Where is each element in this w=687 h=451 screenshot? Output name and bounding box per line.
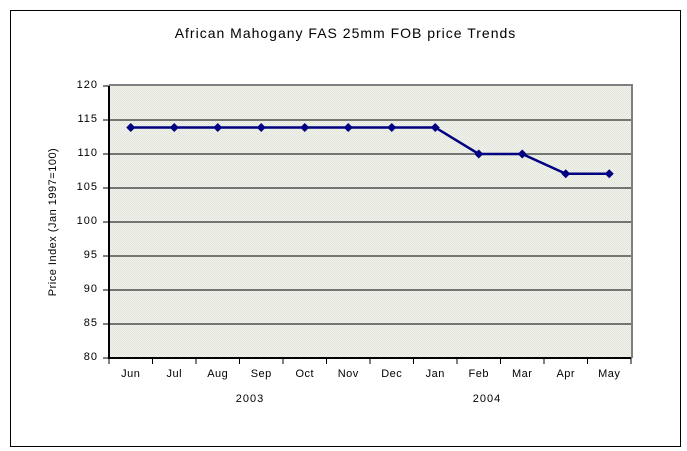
y-tick-label: 100 bbox=[76, 215, 98, 227]
x-tick-label: Mar bbox=[512, 368, 533, 380]
price-index-line bbox=[130, 126, 610, 175]
y-tick-label: 95 bbox=[83, 249, 98, 261]
data-point-marker bbox=[517, 149, 527, 159]
x-tick-label: Jun bbox=[121, 368, 141, 380]
y-tick-label: 90 bbox=[83, 283, 98, 295]
data-point-marker bbox=[343, 122, 353, 132]
x-tick-label: Jul bbox=[166, 368, 183, 380]
plot-area bbox=[109, 84, 633, 358]
x-tick-label: Nov bbox=[337, 368, 359, 380]
chart-title: African Mahogany FAS 25mm FOB price Tren… bbox=[174, 25, 517, 41]
y-tick-label: 85 bbox=[83, 317, 98, 329]
x-tick-label: May bbox=[598, 368, 621, 380]
year-label: 2004 bbox=[472, 393, 502, 405]
x-tick-label: Apr bbox=[556, 368, 576, 380]
data-point-marker bbox=[561, 169, 571, 179]
data-point-marker bbox=[387, 122, 397, 132]
year-label: 2003 bbox=[235, 393, 265, 405]
data-point-marker bbox=[169, 122, 179, 132]
y-tick-label: 115 bbox=[77, 113, 98, 125]
y-tick-label: 110 bbox=[77, 147, 98, 159]
data-point-marker bbox=[300, 122, 310, 132]
x-tick-label: Feb bbox=[468, 368, 489, 380]
x-tick-label: Aug bbox=[207, 368, 229, 380]
y-tick-label: 80 bbox=[83, 351, 98, 363]
data-point-marker bbox=[256, 122, 266, 132]
y-tick-label: 105 bbox=[76, 181, 98, 193]
x-tick-label: Dec bbox=[381, 368, 403, 380]
data-point-marker bbox=[604, 169, 614, 179]
y-tick-label: 120 bbox=[76, 79, 98, 91]
data-point-marker bbox=[430, 122, 440, 132]
x-tick-label: Jan bbox=[425, 368, 445, 380]
data-point-marker bbox=[474, 149, 484, 159]
x-tick-label: Sep bbox=[250, 368, 272, 380]
data-point-marker bbox=[126, 122, 136, 132]
data-point-marker bbox=[213, 122, 223, 132]
x-tick-label: Oct bbox=[295, 368, 315, 380]
